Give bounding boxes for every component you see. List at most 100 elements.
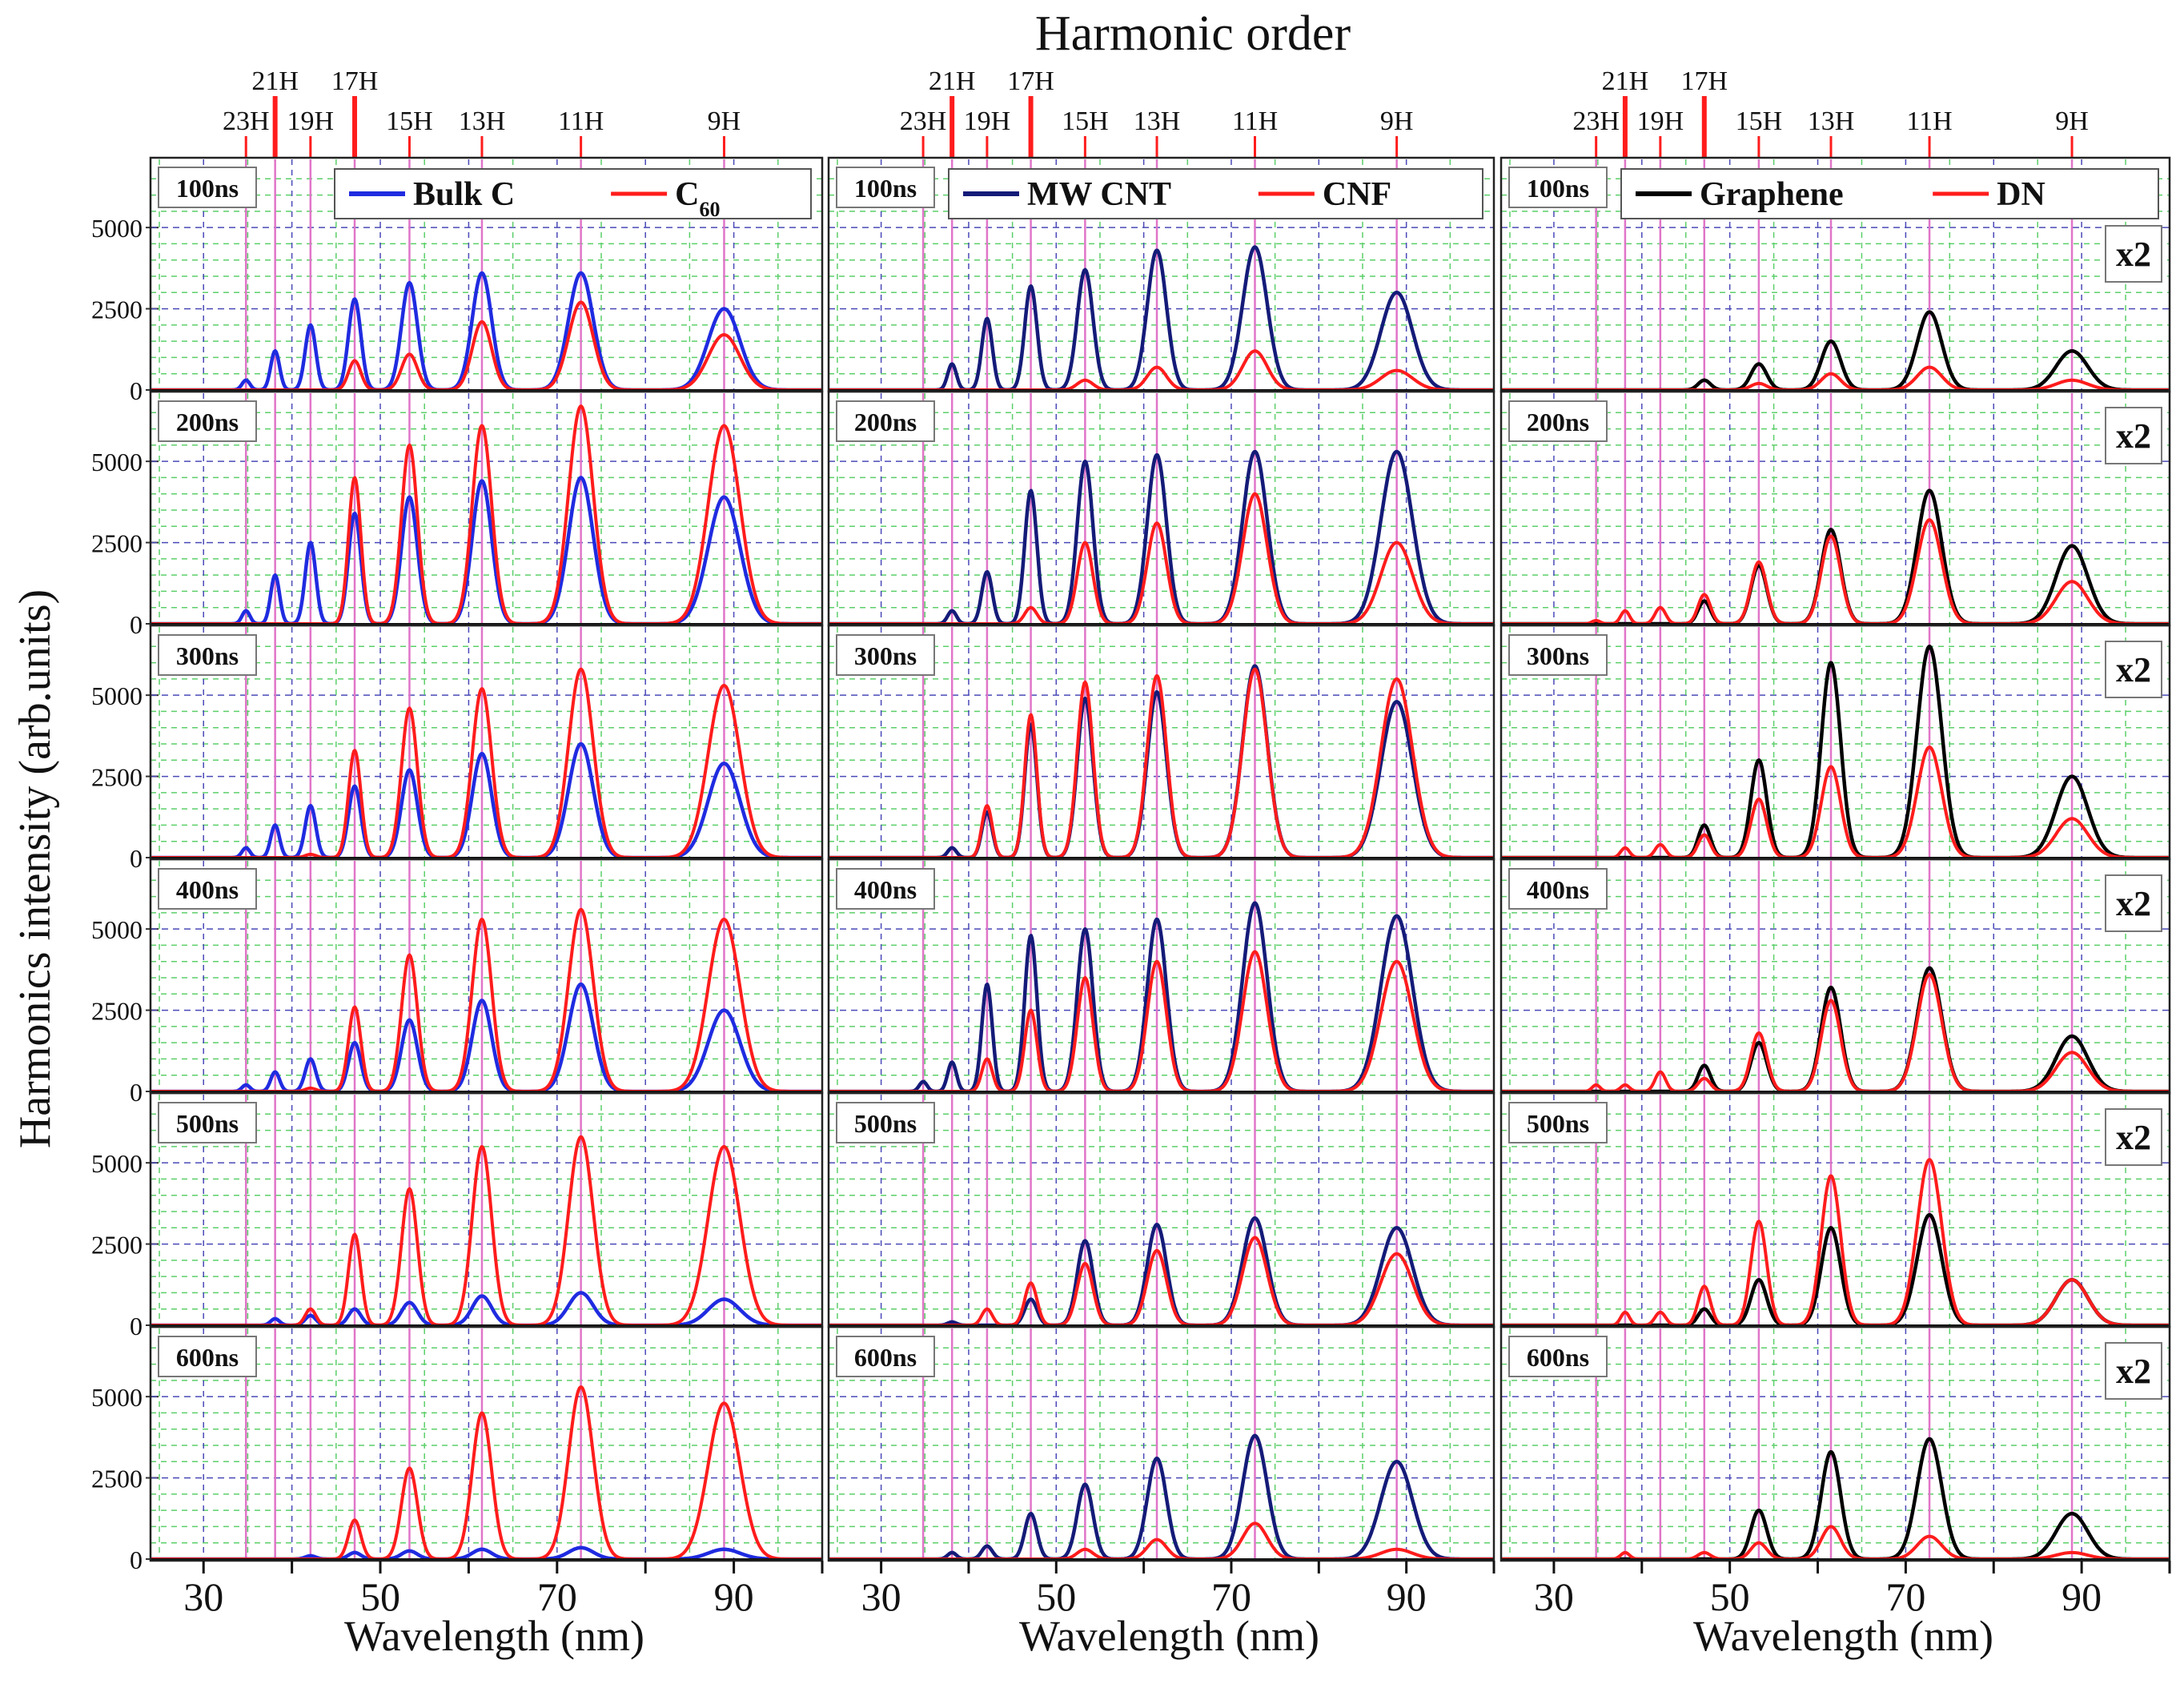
time-label-box <box>836 400 935 442</box>
scale-label: x2 <box>2116 235 2151 274</box>
subplot: 500ns <box>827 1091 1495 1328</box>
x-tick-label: 70 <box>537 1574 577 1619</box>
time-label: 200ns <box>854 408 917 436</box>
time-label: 600ns <box>176 1343 239 1372</box>
time-label-box <box>158 167 257 208</box>
subplot: 300ns <box>827 624 1495 861</box>
time-label-box <box>1508 400 1608 442</box>
x-tick-label: 50 <box>360 1574 400 1619</box>
harmonic-label: 9H <box>708 107 741 136</box>
time-label: 200ns <box>176 408 239 436</box>
scale-label-box <box>2105 407 2162 464</box>
y-tick-label: 5000 <box>91 1383 143 1412</box>
subplot: 300ns x2 <box>1499 624 2171 861</box>
scale-label-box <box>2105 641 2162 698</box>
time-label-box <box>1508 634 1608 676</box>
legend-subscript: 60 <box>699 198 720 221</box>
x-tick-label: 90 <box>2062 1574 2102 1619</box>
x-tick-label: 70 <box>1885 1574 1925 1619</box>
harmonic-label: 11H <box>1232 107 1278 136</box>
subplot: 200ns <box>827 390 1495 627</box>
time-label: 500ns <box>176 1109 239 1138</box>
y-axis-title: Harmonics intensity (arb.units) <box>10 589 60 1148</box>
harmonic-order-title: Harmonic order <box>1035 6 1351 61</box>
harmonic-label: 19H <box>287 107 335 136</box>
harmonic-label: 23H <box>223 107 270 136</box>
y-tick-label: 5000 <box>91 915 143 944</box>
harmonic-label: 21H <box>251 66 299 96</box>
subplot: 200ns <box>149 390 824 627</box>
time-label-box <box>836 1102 935 1143</box>
time-label-box <box>1508 1102 1608 1143</box>
harmonic-label: 21H <box>929 66 976 96</box>
x-axis-title: Wavelength (nm) <box>1019 1612 1319 1660</box>
legend-label: DN <box>1997 176 2045 213</box>
time-label-box <box>836 1336 935 1377</box>
scale-label-box <box>2105 874 2162 932</box>
scale-label-box <box>2105 1342 2162 1400</box>
y-tick-label: 2500 <box>91 529 143 558</box>
y-tick-label: 0 <box>130 1545 143 1574</box>
time-label-box <box>158 634 257 676</box>
legend: Graphene DN <box>1620 168 2159 219</box>
x-axis-title: Wavelength (nm) <box>1693 1612 1993 1660</box>
harmonic-label: 15H <box>1736 107 1783 136</box>
time-label: 500ns <box>1527 1109 1589 1138</box>
time-label-box <box>158 1336 257 1377</box>
y-tick-label: 0 <box>130 844 143 873</box>
scale-label: x2 <box>2116 884 2151 923</box>
legend-label: CNF <box>1323 176 1391 213</box>
x-tick-label: 30 <box>1534 1574 1574 1619</box>
y-tick-label: 5000 <box>91 448 143 476</box>
y-tick-label: 2500 <box>91 295 143 324</box>
harmonic-label: 13H <box>1134 107 1181 136</box>
time-label: 600ns <box>854 1343 917 1372</box>
time-label: 200ns <box>1527 408 1589 436</box>
x-tick-label: 50 <box>1036 1574 1076 1619</box>
y-tick-label: 0 <box>130 376 143 405</box>
time-label: 300ns <box>176 641 239 670</box>
time-label: 100ns <box>1527 174 1589 203</box>
harmonic-label: 13H <box>459 107 506 136</box>
time-label-box <box>158 868 257 910</box>
panel-2: 23H 21H 19H 17H 15H 13H 11H 9H 100ns 200ns 300ns 40… <box>827 66 1495 1660</box>
legend: Bulk C C60 <box>334 168 812 221</box>
x-tick-label: 70 <box>1211 1574 1251 1619</box>
subplot-frame <box>149 1325 824 1562</box>
harmonic-label: 21H <box>1602 66 1649 96</box>
time-label-box <box>836 868 935 910</box>
y-tick-label: 0 <box>130 610 143 639</box>
time-label: 500ns <box>854 1109 917 1138</box>
time-label-box <box>1508 167 1608 208</box>
subplot: 300ns <box>149 624 824 861</box>
y-tick-label: 0 <box>130 1312 143 1340</box>
legend-label: MW CNT <box>1027 176 1171 213</box>
time-label-box <box>836 167 935 208</box>
harmonic-label: 23H <box>900 107 947 136</box>
harmonic-label: 9H <box>2055 107 2089 136</box>
time-label: 600ns <box>1527 1343 1589 1372</box>
subplot: 100ns x2 <box>1499 156 2171 393</box>
subplot: 400ns x2 <box>1499 858 2171 1095</box>
plot-area: 0 2500 5000 0 2500 5000 0 2500 5000 0 2500 5000 0 250… <box>91 66 2171 1660</box>
harmonic-label: 9H <box>1380 107 1414 136</box>
y-tick-label: 5000 <box>91 1149 143 1178</box>
scale-label-box <box>2105 225 2162 283</box>
scale-label: x2 <box>2116 1352 2151 1391</box>
time-label-box <box>1508 1336 1608 1377</box>
time-label: 400ns <box>854 875 917 904</box>
x-tick-label: 90 <box>1387 1574 1427 1619</box>
time-label: 400ns <box>176 875 239 904</box>
time-label: 400ns <box>1527 875 1589 904</box>
time-label-box <box>836 634 935 676</box>
harmonic-label: 19H <box>1637 107 1684 136</box>
y-tick-label: 2500 <box>91 997 143 1026</box>
harmonic-label: 19H <box>964 107 1011 136</box>
y-tick-label: 2500 <box>91 1465 143 1493</box>
subplot: 500ns x2 <box>1499 1091 2171 1328</box>
y-tick-label: 2500 <box>91 763 143 792</box>
subplot-frame <box>827 1325 1495 1562</box>
